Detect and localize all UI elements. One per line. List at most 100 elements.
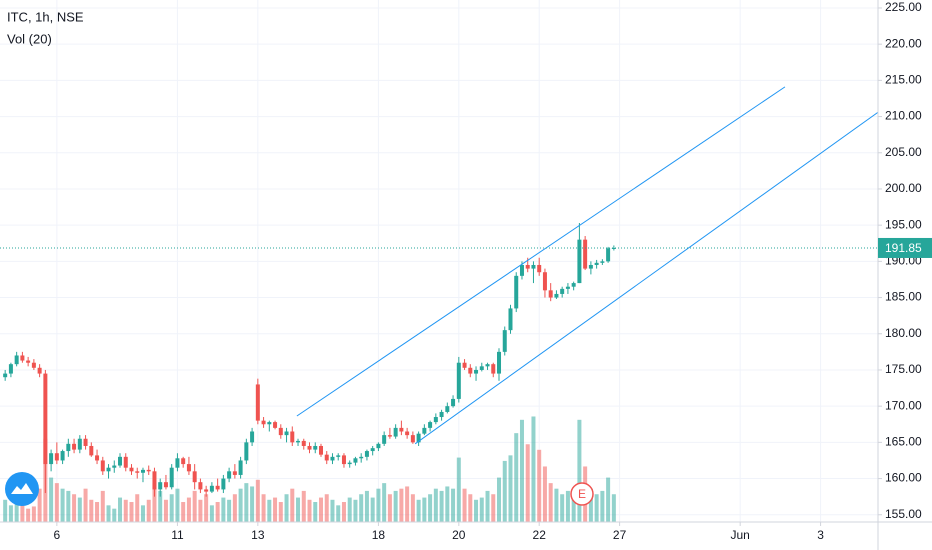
volume-bar (537, 449, 542, 522)
candle-body (83, 438, 88, 446)
candle-body (341, 455, 346, 465)
volume-bar (330, 499, 335, 522)
axes: 155.00 160.00 165.00 170.00 175.00 180.00 185.… (54, 0, 932, 542)
volume-bar (531, 416, 536, 522)
candle-body (163, 482, 168, 488)
candle-body (382, 435, 387, 444)
volume-bar (267, 499, 272, 522)
volume-bar (227, 499, 232, 522)
candle-body (502, 330, 507, 352)
candle-body (129, 467, 134, 472)
candle-body (227, 471, 232, 479)
volume-bar (250, 486, 255, 522)
candle-body (49, 453, 54, 465)
candle-body (221, 478, 226, 490)
candle-body (146, 469, 151, 472)
y-tick-label: 180.00 (885, 326, 922, 340)
volume-bar (393, 490, 398, 522)
volume-bar (77, 497, 82, 522)
candle-body (20, 355, 25, 361)
logo-mark[interactable] (11, 483, 33, 494)
volume-bar (204, 494, 209, 522)
volume-bar (318, 497, 323, 522)
candle-body (3, 373, 8, 378)
candle-body (606, 248, 611, 262)
candle-body (307, 445, 312, 450)
candle-body (324, 454, 329, 461)
candle-body (89, 445, 94, 456)
candle-body (77, 438, 82, 450)
volume-bar (519, 419, 524, 522)
volume-bar (284, 494, 289, 522)
volume-bar (135, 494, 140, 522)
candle-body (485, 364, 490, 367)
volume-bar (129, 502, 134, 522)
candle-body (244, 442, 249, 461)
volume-bar (588, 488, 593, 522)
volume-bar (399, 488, 404, 522)
candle-body (31, 362, 36, 368)
x-tick-label: 18 (372, 528, 386, 542)
event-label[interactable]: E (578, 487, 586, 501)
last-price-label: 191.85 (885, 241, 922, 255)
volume-bar (341, 502, 346, 522)
candle-body (8, 364, 13, 374)
volume-bar (462, 488, 467, 522)
volume-bar (192, 490, 197, 522)
candle-body (296, 440, 301, 443)
candle-body (560, 288, 565, 294)
candle-body (548, 290, 553, 298)
candle-body (273, 422, 278, 428)
x-tick-label: 27 (613, 528, 627, 542)
volume-bar (49, 477, 54, 522)
candle-body (232, 471, 237, 475)
candle-body (588, 264, 593, 269)
candle-body (318, 445, 323, 455)
logo[interactable] (5, 472, 39, 506)
event-circle[interactable] (570, 482, 594, 506)
candle-body (204, 489, 209, 492)
volume-bar (232, 494, 237, 522)
y-tick-label: 210.00 (885, 109, 922, 123)
candle-body (152, 471, 157, 490)
volume-bar (433, 488, 438, 522)
candle-body (175, 458, 180, 468)
event-badge[interactable]: E (570, 482, 594, 506)
candle-body (14, 355, 19, 365)
volume-bar (416, 499, 421, 522)
volume-bar (565, 490, 570, 522)
volume-bar (456, 457, 461, 522)
x-tick-label: 20 (452, 528, 466, 542)
candle-body (370, 448, 375, 452)
volume-bar (273, 497, 278, 522)
trend-line (296, 86, 786, 417)
volume-bar (72, 494, 77, 522)
volume-bar (479, 497, 484, 522)
candle-body (594, 262, 599, 265)
candle-body (416, 433, 421, 443)
candle-body (497, 351, 502, 374)
trend-line (414, 111, 878, 445)
volume-bar (37, 488, 42, 522)
candle-body (347, 462, 352, 465)
candle-body (451, 398, 456, 407)
volume-bar (255, 479, 260, 522)
candle-body (336, 455, 341, 457)
candle-body (261, 420, 266, 425)
candle-body (37, 367, 42, 374)
volume-bar (140, 505, 145, 522)
volume-bar (112, 508, 117, 522)
candle-body (198, 482, 203, 490)
candle-body (112, 465, 117, 468)
candle-body (519, 264, 524, 276)
candle-body (140, 469, 145, 473)
candle-body (439, 411, 444, 418)
volume-bar (83, 488, 88, 522)
y-tick-label: 225.00 (885, 0, 922, 14)
y-tick-label: 170.00 (885, 398, 922, 412)
y-tick-label: 220.00 (885, 36, 922, 50)
last-price-box (878, 237, 932, 258)
volume-bar (296, 497, 301, 522)
volume-bar (123, 499, 128, 522)
